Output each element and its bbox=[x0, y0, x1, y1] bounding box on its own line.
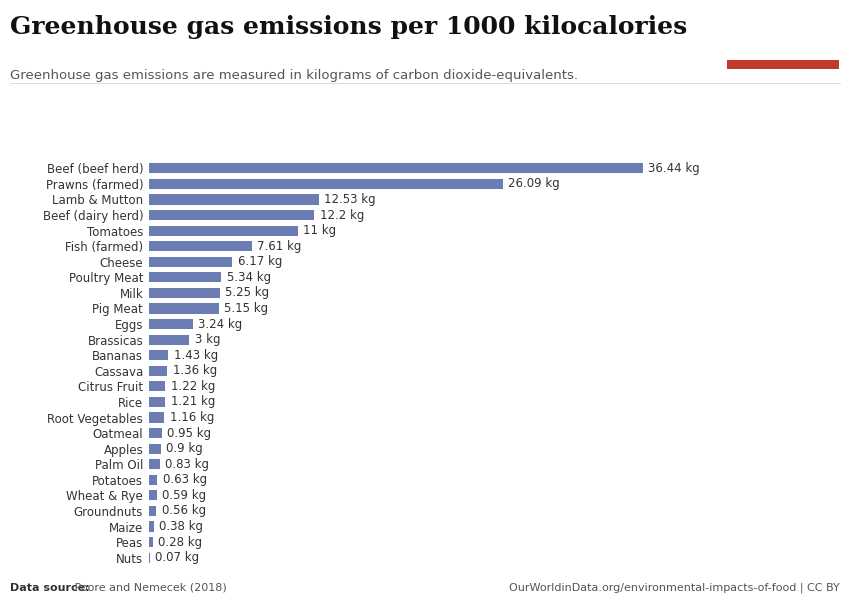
Text: 1.16 kg: 1.16 kg bbox=[170, 411, 214, 424]
Text: 0.59 kg: 0.59 kg bbox=[162, 489, 207, 502]
Text: 6.17 kg: 6.17 kg bbox=[238, 255, 282, 268]
Text: 1.22 kg: 1.22 kg bbox=[171, 380, 215, 393]
Bar bbox=[149, 381, 165, 391]
Bar bbox=[149, 412, 165, 422]
Text: 11 kg: 11 kg bbox=[303, 224, 337, 237]
Text: 26.09 kg: 26.09 kg bbox=[508, 178, 559, 190]
Text: Our World: Our World bbox=[750, 20, 816, 33]
Bar bbox=[149, 459, 160, 469]
Bar bbox=[149, 366, 167, 376]
Text: 0.83 kg: 0.83 kg bbox=[166, 458, 209, 471]
Bar bbox=[149, 194, 319, 205]
Text: 7.61 kg: 7.61 kg bbox=[258, 240, 302, 253]
Text: 0.95 kg: 0.95 kg bbox=[167, 427, 211, 440]
Bar bbox=[149, 521, 154, 532]
Bar bbox=[149, 350, 168, 360]
Bar bbox=[149, 272, 221, 283]
Bar bbox=[149, 553, 150, 563]
Text: 5.15 kg: 5.15 kg bbox=[224, 302, 268, 315]
Bar bbox=[149, 179, 502, 189]
Bar bbox=[149, 335, 190, 345]
Text: 0.28 kg: 0.28 kg bbox=[158, 536, 202, 548]
Text: 1.21 kg: 1.21 kg bbox=[171, 395, 215, 409]
Text: 0.56 kg: 0.56 kg bbox=[162, 505, 206, 517]
Bar bbox=[149, 397, 165, 407]
Bar bbox=[149, 490, 156, 500]
Text: 1.43 kg: 1.43 kg bbox=[173, 349, 218, 362]
Text: 12.53 kg: 12.53 kg bbox=[324, 193, 376, 206]
Text: Data source:: Data source: bbox=[10, 583, 90, 593]
Text: 3.24 kg: 3.24 kg bbox=[198, 317, 242, 331]
Text: in Data: in Data bbox=[759, 39, 807, 52]
Bar bbox=[149, 428, 162, 438]
Text: 12.2 kg: 12.2 kg bbox=[320, 209, 364, 221]
Text: 1.36 kg: 1.36 kg bbox=[173, 364, 217, 377]
Bar bbox=[149, 210, 314, 220]
Bar bbox=[149, 304, 218, 314]
Text: 0.38 kg: 0.38 kg bbox=[159, 520, 203, 533]
Bar bbox=[149, 288, 220, 298]
Text: 36.44 kg: 36.44 kg bbox=[649, 162, 700, 175]
Bar bbox=[149, 506, 156, 516]
Text: 0.07 kg: 0.07 kg bbox=[155, 551, 199, 564]
Bar bbox=[149, 319, 193, 329]
Text: 0.9 kg: 0.9 kg bbox=[167, 442, 203, 455]
Text: Greenhouse gas emissions are measured in kilograms of carbon dioxide-equivalents: Greenhouse gas emissions are measured in… bbox=[10, 69, 578, 82]
Text: OurWorldinData.org/environmental-impacts-of-food | CC BY: OurWorldinData.org/environmental-impacts… bbox=[509, 582, 840, 593]
Bar bbox=[149, 537, 152, 547]
Text: 3 kg: 3 kg bbox=[195, 333, 220, 346]
Text: 5.34 kg: 5.34 kg bbox=[227, 271, 270, 284]
Bar bbox=[149, 163, 643, 173]
Text: 0.63 kg: 0.63 kg bbox=[162, 473, 207, 486]
Bar bbox=[149, 443, 161, 454]
Text: 5.25 kg: 5.25 kg bbox=[225, 286, 269, 299]
Bar bbox=[149, 241, 252, 251]
Bar bbox=[149, 257, 232, 267]
Bar bbox=[149, 226, 298, 236]
Bar bbox=[149, 475, 157, 485]
Text: Greenhouse gas emissions per 1000 kilocalories: Greenhouse gas emissions per 1000 kiloca… bbox=[10, 15, 688, 39]
Text: Poore and Nemecek (2018): Poore and Nemecek (2018) bbox=[71, 583, 227, 593]
Bar bbox=[727, 60, 839, 69]
